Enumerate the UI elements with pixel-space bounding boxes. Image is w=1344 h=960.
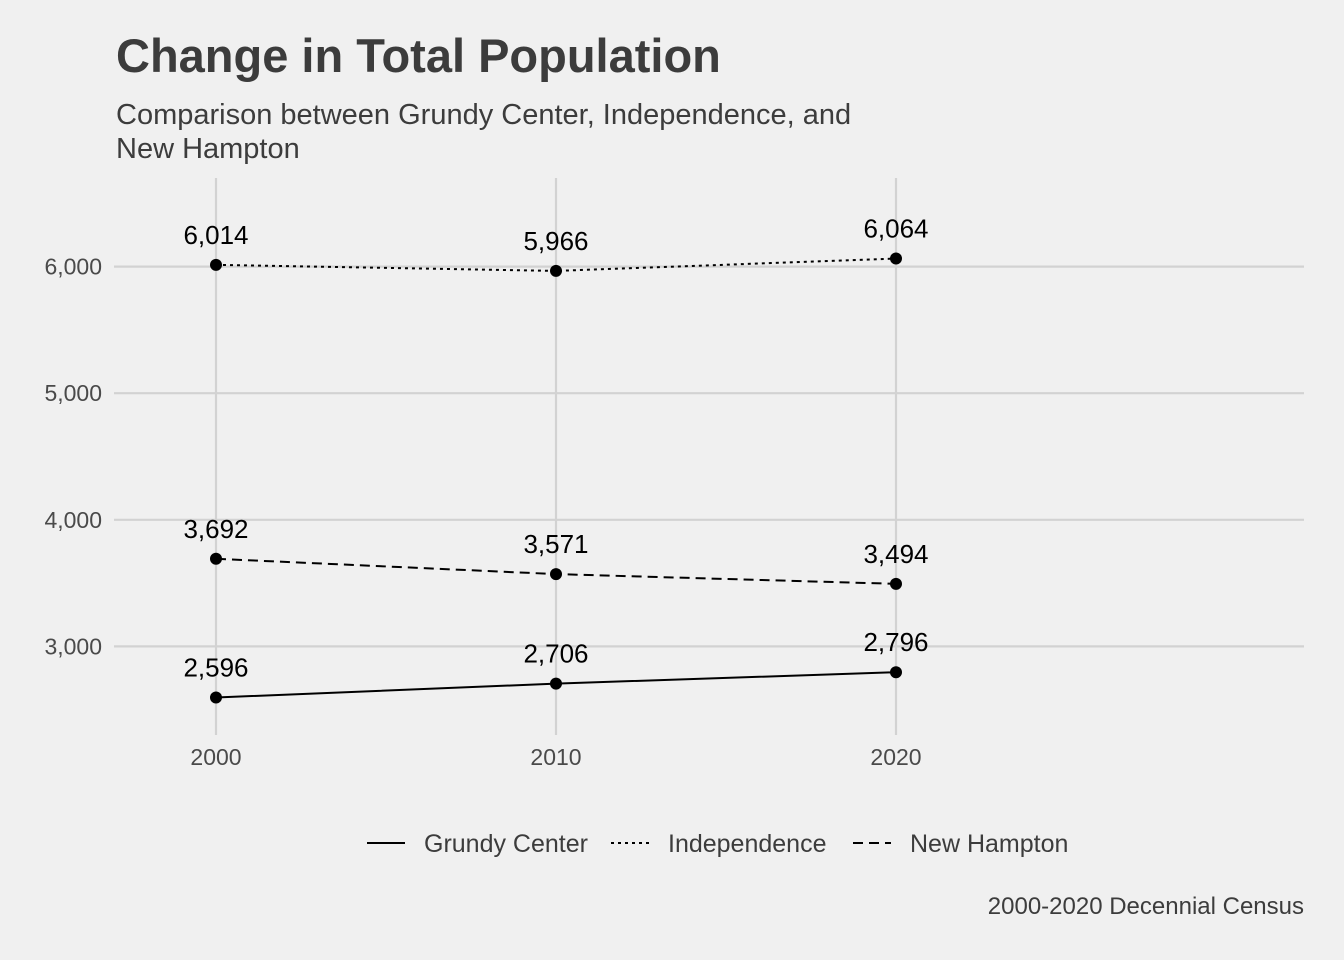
grid-lines [114, 178, 1304, 735]
data-point-grundy-center [890, 666, 902, 679]
data-label-independence: 6,014 [183, 220, 248, 250]
data-label-independence: 6,064 [863, 214, 928, 244]
data-point-independence [210, 258, 222, 271]
data-point-independence [890, 252, 902, 265]
data-label-new-hampton: 3,494 [863, 539, 928, 569]
legend-label-new-hampton: New Hampton [910, 830, 1068, 858]
x-tick-label: 2000 [190, 744, 241, 770]
legend-label-independence: Independence [668, 830, 826, 858]
data-label-grundy-center: 2,596 [183, 653, 248, 683]
data-point-grundy-center [210, 691, 222, 704]
data-point-new-hampton [890, 577, 902, 590]
legend-label-grundy-center: Grundy Center [424, 830, 588, 858]
chart-caption: 2000-2020 Decennial Census [987, 893, 1304, 920]
data-point-new-hampton [210, 552, 222, 565]
series-line-independence [215, 257, 897, 272]
x-tick-label: 2010 [530, 744, 581, 770]
data-point-independence [550, 264, 562, 277]
y-tick-label: 4,000 [44, 507, 102, 533]
data-label-new-hampton: 3,692 [183, 514, 248, 544]
data-label-grundy-center: 2,796 [863, 627, 928, 657]
chart-subtitle: Comparison between Grundy Center, Indepe… [116, 99, 852, 165]
y-tick-label: 3,000 [44, 633, 102, 659]
data-label-grundy-center: 2,706 [523, 639, 588, 669]
data-label-independence: 5,966 [523, 226, 588, 256]
y-tick-label: 5,000 [44, 380, 102, 406]
data-label-new-hampton: 3,571 [523, 529, 588, 559]
data-point-grundy-center [550, 677, 562, 690]
y-tick-label: 6,000 [44, 254, 102, 280]
chart-title: Change in Total Population [116, 29, 721, 82]
data-point-new-hampton [550, 568, 562, 581]
legend: Grundy Center Independence New Hampton [367, 830, 1068, 858]
axis-tick-labels: 3,000 4,000 5,000 6,000 2000 2010 2020 [44, 254, 921, 770]
x-tick-label: 2020 [870, 744, 921, 770]
data-labels: 2,596 2,706 2,796 6,014 5,966 6,064 3,692 3,571… [183, 214, 928, 683]
data-points [210, 252, 902, 704]
